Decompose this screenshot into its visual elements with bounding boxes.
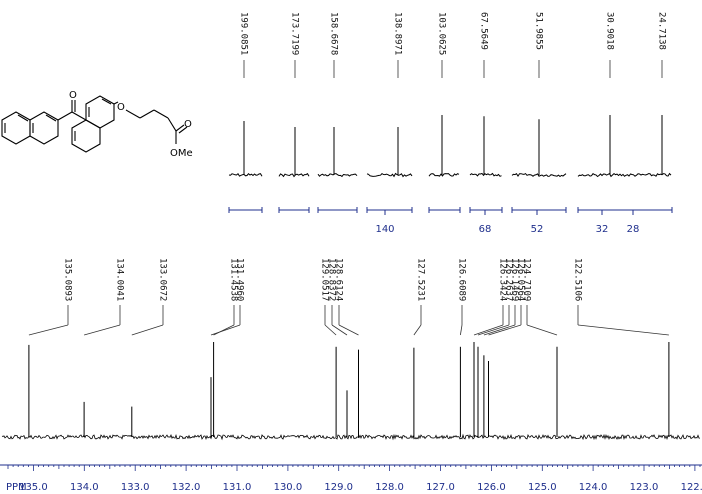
naphthalene-ring: [85, 95, 115, 129]
segment-axis-tick-label: 52: [531, 224, 544, 235]
peak-label: 135.0893: [63, 258, 73, 301]
segment-axis-tick-label: 32: [596, 224, 609, 235]
peak-label: 138.8971: [393, 12, 403, 55]
peak-label-leader: [460, 324, 463, 336]
peak-label: 30.9018: [605, 12, 615, 50]
baseline-segment: [577, 172, 672, 178]
x-axis-tick-label: 129.0: [324, 482, 353, 493]
peak-label: 124.7109: [522, 258, 532, 301]
chemical-structure: [1, 95, 188, 153]
peak-label: 128.8372: [327, 258, 337, 301]
peak-label: 103.0625: [437, 12, 447, 55]
x-axis-tick-label: 127.0: [426, 482, 455, 493]
peak-label: 126.3424: [498, 258, 508, 301]
peak-label-leader: [338, 324, 359, 336]
peak-label: 173.7199: [290, 12, 300, 55]
methoxy-label: OMe: [170, 148, 193, 159]
baseline-segment: [428, 173, 460, 177]
peak-label-leader: [577, 324, 669, 336]
peak-label: 129.0517: [320, 258, 330, 301]
peak-label-leader: [477, 324, 510, 336]
baseline-segment: [469, 172, 502, 177]
peak-label-leader: [331, 324, 348, 336]
peak-label: 199.0851: [239, 12, 249, 55]
naphthalene-ring: [29, 111, 59, 145]
x-axis-tick-label: 124.0: [579, 482, 608, 493]
peak-label: 128.6124: [334, 258, 344, 301]
peak-label: 126.2637: [504, 258, 514, 301]
peak-label: 122.5106: [573, 258, 583, 301]
peak-label-leader: [28, 324, 69, 336]
segment-axis-tick-label: 140: [375, 224, 394, 235]
naphthalene-ring: [1, 111, 31, 145]
peak-label: 24.7138: [657, 12, 667, 50]
peak-label-leader: [131, 324, 164, 336]
baseline-segment: [228, 172, 263, 177]
peak-label: 127.5231: [416, 258, 426, 301]
naphthalene-ring: [71, 119, 101, 153]
peak-label-leader: [488, 324, 522, 336]
spectrum-baseline: [1, 433, 700, 441]
peak-label: 133.0672: [158, 258, 168, 301]
peak-label-leader: [324, 324, 337, 336]
x-axis-tick-label: 133.0: [121, 482, 150, 493]
segment-axis-tick-label: 68: [479, 224, 492, 235]
peak-label: 51.9855: [534, 12, 544, 50]
peak-label-leader: [526, 324, 558, 336]
peak-label: 67.5649: [479, 12, 489, 50]
ester-oxygen-label: O: [184, 119, 192, 130]
x-axis-tick-label: 132.0: [172, 482, 201, 493]
peak-label-leader: [210, 324, 241, 336]
carbonyl-oxygen-label: O: [69, 90, 77, 101]
peak-label-leader: [413, 324, 422, 336]
x-axis-tick-label: 122.0: [681, 482, 702, 493]
segment-axis-tick-label: 28: [627, 224, 640, 235]
x-axis-tick-label: 134.0: [70, 482, 99, 493]
baseline-segment: [278, 173, 310, 178]
peak-label: 126.1469: [510, 258, 520, 301]
x-axis-tick-label: 130.0: [274, 482, 303, 493]
peak-label: 126.0564: [516, 258, 526, 301]
peak-label-leader: [83, 324, 121, 336]
peak-label: 126.6089: [457, 258, 467, 301]
x-axis-tick-label: 125.0: [528, 482, 557, 493]
x-axis-unit-label: PPM: [6, 482, 27, 493]
peak-label: 158.6678: [329, 12, 339, 55]
baseline-segment: [317, 173, 358, 178]
aromatic-expansion-panel: 135.0893 134.0041 133.0672 131.4538131.4960…: [0, 258, 702, 493]
peak-label: 131.4960: [235, 258, 245, 301]
x-axis-tick-label: 131.0: [223, 482, 252, 493]
baseline-segment: [366, 172, 413, 178]
x-axis-tick-label: 128.0: [375, 482, 404, 493]
peak-label-leader: [483, 324, 516, 336]
peak-label-leader: [473, 324, 504, 336]
full-spectrum-panel: 199.0851 173.7199 158.6678 138.8971 140 103.0…: [228, 12, 673, 235]
peak-label-leader: [213, 324, 235, 336]
x-axis-tick-label: 123.0: [630, 482, 659, 493]
ether-oxygen-label: O: [117, 102, 125, 113]
baseline-segment: [511, 172, 567, 178]
x-axis-tick-label: 135.0: [19, 482, 48, 493]
peak-label: 134.0041: [115, 258, 125, 301]
peak-label: 131.4538: [229, 258, 239, 301]
x-axis-tick-label: 126.0: [477, 482, 506, 493]
